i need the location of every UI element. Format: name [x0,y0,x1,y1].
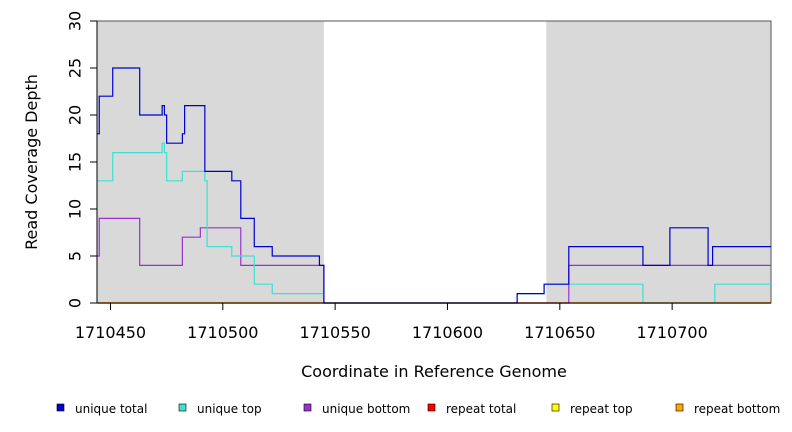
legend-label: unique total [75,402,147,416]
y-tick-label: 30 [66,11,85,31]
legend-item: repeat total [427,402,516,416]
legend-label: unique bottom [322,402,410,416]
legend-swatch [427,403,436,412]
shaded-region [546,21,771,303]
legend-label: repeat top [570,402,633,416]
shaded-regions [97,21,771,303]
legend-swatch [178,403,187,412]
legend: unique total unique top unique bottom repea… [56,402,780,416]
y-tick-label: 25 [66,58,85,78]
legend-label: repeat bottom [694,402,780,416]
legend-swatch [551,403,560,412]
y-tick-label: 15 [66,152,85,172]
legend-item: unique total [56,402,147,416]
x-axis-ticks: 1710450 1710500 1710550 1710600 1710650 17107… [75,303,708,342]
legend-swatch [56,403,65,412]
legend-swatch [675,403,684,412]
legend-label: repeat total [446,402,516,416]
y-tick-label: 10 [66,199,85,219]
legend-item: repeat bottom [675,402,780,416]
x-tick-label: 1710450 [75,323,146,342]
legend-item: unique top [178,402,262,416]
legend-swatch [303,403,312,412]
y-tick-label: 5 [66,251,85,261]
legend-item: unique bottom [303,402,410,416]
x-tick-label: 1710650 [524,323,595,342]
x-tick-label: 1710550 [300,323,371,342]
x-tick-label: 1710600 [412,323,483,342]
legend-item: repeat top [551,402,633,416]
x-tick-label: 1710700 [637,323,708,342]
shaded-region [97,21,324,303]
x-tick-label: 1710500 [187,323,258,342]
y-tick-label: 20 [66,105,85,125]
y-axis-ticks: 0 5 10 15 20 25 30 [66,11,97,308]
legend-label: unique top [197,402,262,416]
y-tick-label: 0 [66,298,85,308]
y-axis-title: Read Coverage Depth [22,74,41,250]
series-line-unique-total [97,67,771,304]
x-axis-title: Coordinate in Reference Genome [301,362,567,381]
